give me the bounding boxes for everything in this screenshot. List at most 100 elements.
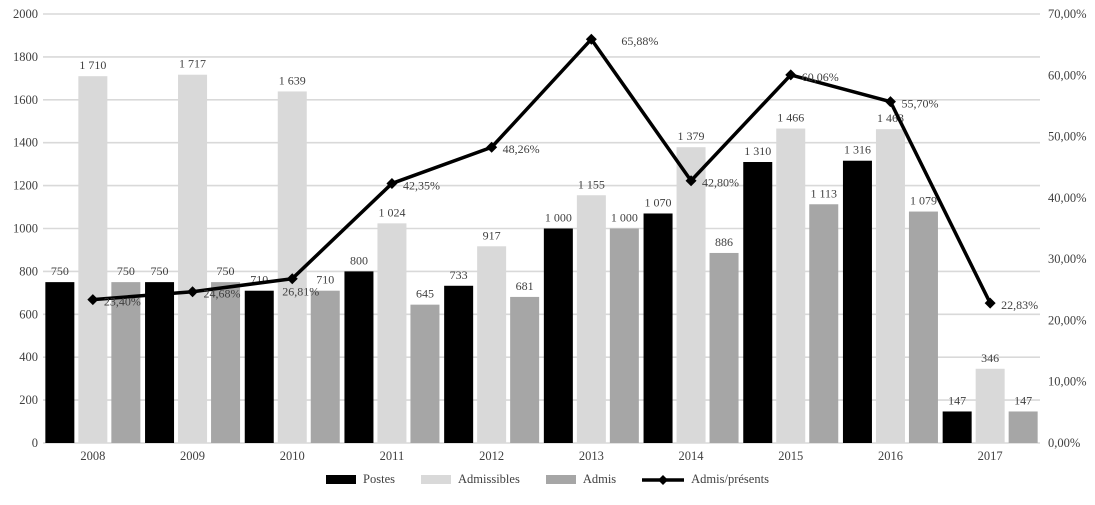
bar-admissibles-2013 xyxy=(576,195,606,443)
line-marker-2016 xyxy=(884,96,896,108)
y-axis-right-tick: 70,00% xyxy=(1048,7,1087,21)
bar-admissibles-2014 xyxy=(676,147,706,443)
x-axis-label-2012: 2012 xyxy=(479,449,504,463)
bar-value-label: 710 xyxy=(316,273,334,287)
line-value-label: 65,88% xyxy=(621,34,658,48)
legend-item-postes: Postes xyxy=(326,472,395,487)
y-axis-left-tick: 800 xyxy=(19,264,38,278)
line-value-label: 60,06% xyxy=(802,70,839,84)
line-marker-2009 xyxy=(187,286,199,298)
line-marker-2014 xyxy=(685,175,697,187)
y-axis-left-tick: 1200 xyxy=(13,179,38,193)
line-value-label: 22,83% xyxy=(1001,298,1038,312)
line-value-label: 42,80% xyxy=(702,176,739,190)
legend-label: Admis/présents xyxy=(691,472,769,486)
trend-line-admis-presents xyxy=(92,36,992,304)
y-axis-left-tick: 1600 xyxy=(13,93,38,107)
bar-admis-2015 xyxy=(809,204,839,443)
y-axis-right-tick: 30,00% xyxy=(1048,252,1087,266)
bar-value-label: 1 113 xyxy=(810,186,837,200)
line-value-label: 24,68% xyxy=(204,287,241,301)
legend-label: Postes xyxy=(363,472,395,486)
line-value-label: 55,70% xyxy=(901,97,938,111)
line-marker-2015 xyxy=(785,69,797,81)
y-axis-right-tick: 10,00% xyxy=(1048,375,1087,389)
bar-value-label: 733 xyxy=(450,268,468,282)
bar-admissibles-2015 xyxy=(776,128,806,443)
bar-admissibles-2017 xyxy=(975,368,1005,443)
legend-label: Admis xyxy=(582,472,617,486)
bar-value-label: 147 xyxy=(948,393,966,407)
bar-value-label: 645 xyxy=(416,287,434,301)
bar-admis-2011 xyxy=(410,304,440,443)
bar-admis-2009 xyxy=(211,282,241,443)
y-axis-right-tick: 60,00% xyxy=(1048,68,1087,82)
x-axis-label-2017: 2017 xyxy=(978,449,1003,463)
line-marker-2010 xyxy=(286,273,298,285)
legend-label: Admissibles xyxy=(458,472,520,486)
bar-value-label: 750 xyxy=(51,264,69,278)
bar-postes-2010 xyxy=(244,290,274,443)
y-axis-right-tick: 50,00% xyxy=(1048,130,1087,144)
bar-postes-2014 xyxy=(643,213,673,443)
y-axis-left-tick: 0 xyxy=(32,436,38,450)
x-axis-label-2009: 2009 xyxy=(180,449,205,463)
line-value-label: 48,26% xyxy=(503,142,540,156)
bar-value-label: 1 155 xyxy=(578,177,605,191)
x-axis-label-2015: 2015 xyxy=(778,449,803,463)
bar-value-label: 1 717 xyxy=(179,57,206,71)
bar-value-label: 800 xyxy=(350,253,368,267)
bar-admissibles-2009 xyxy=(178,74,208,444)
bar-value-label: 346 xyxy=(981,351,999,365)
bar-admissibles-2012 xyxy=(477,246,507,443)
bar-value-label: 1 000 xyxy=(611,211,638,225)
bar-admissibles-2008 xyxy=(78,76,108,443)
bar-value-label: 1 466 xyxy=(777,111,804,125)
bar-admis-2014 xyxy=(709,252,739,443)
bar-value-label: 147 xyxy=(1014,393,1032,407)
bar-postes-2009 xyxy=(145,282,175,443)
y-axis-right-tick: 40,00% xyxy=(1048,191,1087,205)
y-axis-left-tick: 2000 xyxy=(13,7,38,21)
x-axis-label-2016: 2016 xyxy=(878,449,903,463)
legend: Postes Admissibles Admis Admis/présents xyxy=(0,472,1095,487)
x-axis-label-2011: 2011 xyxy=(380,449,405,463)
bar-admis-2010 xyxy=(310,290,340,443)
bar-admissibles-2011 xyxy=(377,223,407,443)
bar-value-label: 1 310 xyxy=(744,144,771,158)
bar-value-label: 1 379 xyxy=(678,129,705,143)
bar-value-label: 1 079 xyxy=(910,194,937,208)
bar-admissibles-2016 xyxy=(875,129,905,443)
legend-swatch-bar xyxy=(421,475,451,484)
bar-value-label: 750 xyxy=(217,264,235,278)
bar-admis-2016 xyxy=(908,211,938,443)
bar-admis-2012 xyxy=(510,296,540,443)
bar-value-label: 681 xyxy=(516,279,534,293)
legend-item-admis-pr-sents: Admis/présents xyxy=(642,472,769,487)
line-marker-2013 xyxy=(585,33,597,45)
bar-admis-2017 xyxy=(1008,411,1038,443)
line-marker-2008 xyxy=(87,294,99,306)
bar-value-label: 750 xyxy=(117,264,135,278)
x-axis-label-2014: 2014 xyxy=(679,449,705,463)
y-axis-left-tick: 400 xyxy=(19,350,38,364)
y-axis-left-tick: 200 xyxy=(19,393,38,407)
legend-swatch-bar xyxy=(326,475,357,484)
line-value-label: 42,35% xyxy=(403,178,440,192)
line-marker-2012 xyxy=(486,141,498,153)
y-axis-right-tick: 0,00% xyxy=(1048,436,1080,450)
bar-value-label: 1 024 xyxy=(378,205,405,219)
x-axis-label-2010: 2010 xyxy=(280,449,305,463)
bar-postes-2013 xyxy=(543,228,573,443)
legend-swatch-bar xyxy=(545,475,576,484)
bar-value-label: 917 xyxy=(483,228,501,242)
bar-value-label: 886 xyxy=(715,235,733,249)
bar-postes-2011 xyxy=(344,271,374,443)
x-axis-label-2008: 2008 xyxy=(80,449,105,463)
bar-admis-2013 xyxy=(609,228,639,443)
bar-value-label: 1 070 xyxy=(645,195,672,209)
bar-postes-2015 xyxy=(743,162,773,443)
x-axis-label-2013: 2013 xyxy=(579,449,604,463)
